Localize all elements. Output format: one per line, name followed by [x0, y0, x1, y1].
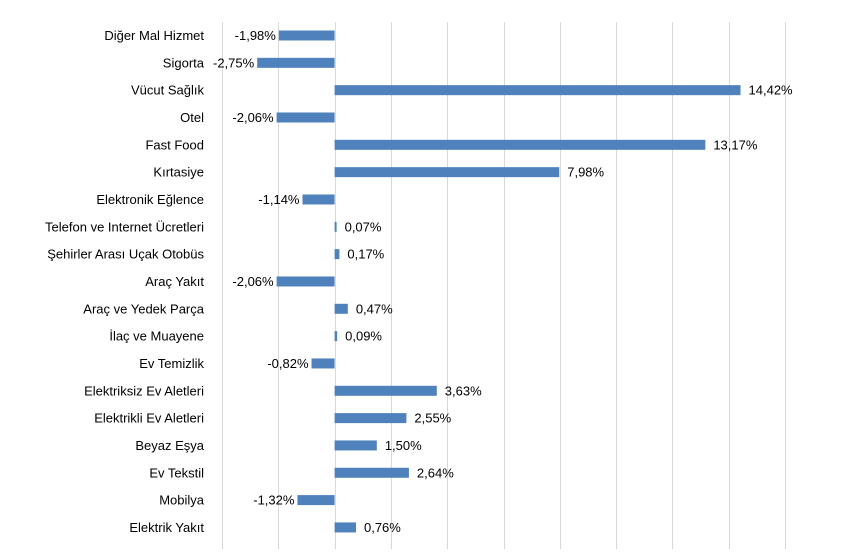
bar	[297, 495, 335, 506]
bar	[311, 358, 335, 369]
category-label: Otel	[180, 110, 204, 125]
bar	[334, 467, 409, 478]
data-labels: -1,98% -2,75% 14,42% -2,06% 13,17% 7,98% -1,14…	[213, 28, 793, 535]
bars	[257, 30, 741, 533]
bar	[334, 249, 340, 260]
bar	[276, 112, 335, 123]
category-label: Araç ve Yedek Parça	[83, 301, 204, 316]
bar	[334, 440, 377, 451]
bar	[334, 139, 706, 150]
data-label: -0,82%	[267, 356, 309, 371]
bar	[334, 331, 338, 342]
data-label: -1,14%	[258, 192, 300, 207]
bar	[334, 413, 407, 424]
bar	[257, 57, 335, 68]
bar	[334, 303, 348, 314]
category-label: Elektriksiz Ev Aletleri	[84, 383, 204, 398]
category-label: Şehirler Arası Uçak Otobüs	[47, 247, 204, 262]
data-label: -2,06%	[232, 274, 274, 289]
data-label: 7,98%	[567, 165, 604, 180]
data-label: 14,42%	[749, 83, 794, 98]
data-label: 0,09%	[345, 329, 382, 344]
data-label: -1,98%	[235, 28, 277, 43]
category-label: Beyaz Eşya	[135, 438, 204, 453]
data-label: 0,76%	[364, 520, 401, 535]
data-label: 2,55%	[414, 411, 451, 426]
category-label: Araç Yakıt	[145, 274, 204, 289]
bar	[334, 385, 437, 396]
category-label: Kırtasiye	[153, 165, 204, 180]
category-label: Elektrikli Ev Aletleri	[94, 411, 204, 426]
category-label: Telefon ve Internet Ücretleri	[45, 219, 204, 234]
category-label: İlaç ve Muayene	[109, 329, 204, 344]
category-label: Ev Temizlik	[139, 356, 204, 371]
bar	[276, 276, 335, 287]
data-label: -1,32%	[253, 493, 295, 508]
data-label: -2,75%	[213, 55, 255, 70]
category-label: Elektrik Yakıt	[129, 520, 204, 535]
category-label: Ev Tekstil	[149, 465, 204, 480]
category-label: Sigorta	[163, 55, 205, 70]
data-label: 1,50%	[385, 438, 422, 453]
category-labels: Diğer Mal Hizmet Sigorta Vücut Sağlık Otel F…	[45, 28, 205, 535]
bar	[334, 522, 356, 533]
category-label: Mobilya	[159, 493, 205, 508]
category-label: Diğer Mal Hizmet	[104, 28, 204, 43]
gridlines	[222, 22, 786, 549]
data-label: 0,47%	[356, 301, 393, 316]
bar	[334, 85, 741, 96]
data-label: 13,17%	[713, 137, 758, 152]
bar	[302, 194, 335, 205]
data-label: 0,07%	[345, 219, 382, 234]
category-label: Vücut Sağlık	[131, 83, 204, 98]
data-label: 2,64%	[417, 465, 454, 480]
data-label: 3,63%	[445, 383, 482, 398]
bar	[334, 167, 560, 178]
data-label: 0,17%	[347, 247, 384, 262]
bar	[334, 221, 337, 232]
bar	[278, 30, 335, 41]
category-label: Fast Food	[145, 137, 204, 152]
data-label: -2,06%	[232, 110, 274, 125]
category-label: Elektronik Eğlence	[96, 192, 204, 207]
